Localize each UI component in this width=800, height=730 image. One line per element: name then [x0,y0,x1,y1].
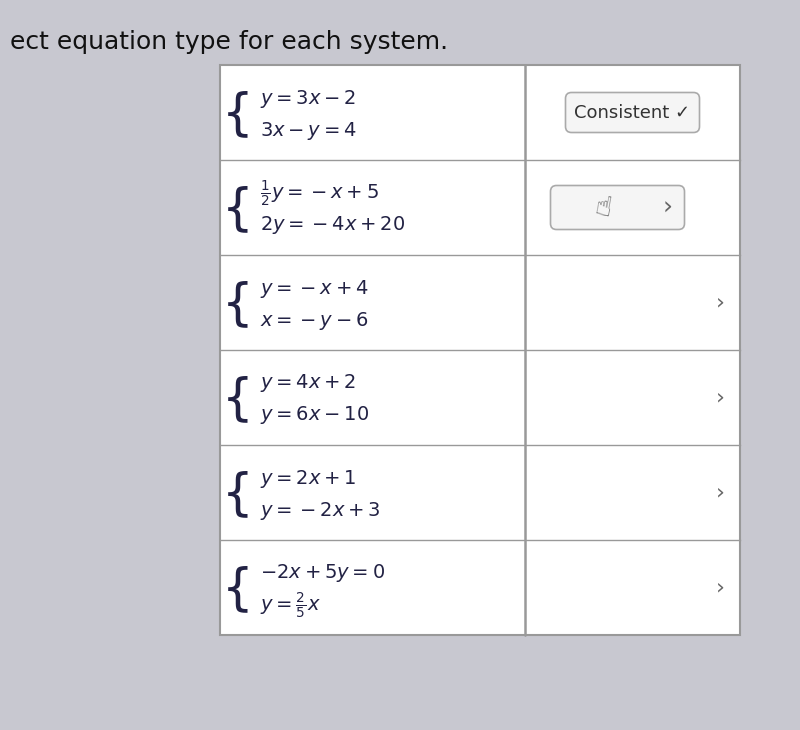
Text: $y = -x + 4$: $y = -x + 4$ [260,277,369,299]
Text: $y = 3x - 2$: $y = 3x - 2$ [260,88,356,110]
Text: ›: › [715,293,725,312]
Text: $x = -y - 6$: $x = -y - 6$ [260,310,369,331]
Text: $y = \frac{2}{5}x$: $y = \frac{2}{5}x$ [260,591,321,620]
Text: $-2x + 5y = 0$: $-2x + 5y = 0$ [260,563,385,585]
Text: ›: › [662,196,673,220]
FancyBboxPatch shape [550,185,685,229]
Text: {: { [222,185,254,234]
Text: $2y = -4x + 20$: $2y = -4x + 20$ [260,215,405,237]
Text: $y = 4x + 2$: $y = 4x + 2$ [260,372,356,394]
Text: ›: › [715,388,725,407]
Text: {: { [222,280,254,328]
Text: $3x - y = 4$: $3x - y = 4$ [260,120,357,142]
Text: Consistent ✓: Consistent ✓ [574,104,690,121]
Text: {: { [222,471,254,518]
Text: {: { [222,566,254,613]
Text: {: { [222,375,254,423]
Text: {: { [222,91,254,139]
Text: $y = 6x - 10$: $y = 6x - 10$ [260,404,370,426]
Bar [220,65,740,635]
Text: $y = 2x + 1$: $y = 2x + 1$ [260,467,357,490]
FancyBboxPatch shape [566,93,699,133]
Text: $y = -2x + 3$: $y = -2x + 3$ [260,499,381,521]
Text: ›: › [715,483,725,502]
Text: $\frac{1}{2}y = -x + 5$: $\frac{1}{2}y = -x + 5$ [260,178,378,209]
Text: ›: › [715,577,725,597]
Text: ☝: ☝ [592,192,614,223]
Text: ect equation type for each system.: ect equation type for each system. [10,30,448,54]
